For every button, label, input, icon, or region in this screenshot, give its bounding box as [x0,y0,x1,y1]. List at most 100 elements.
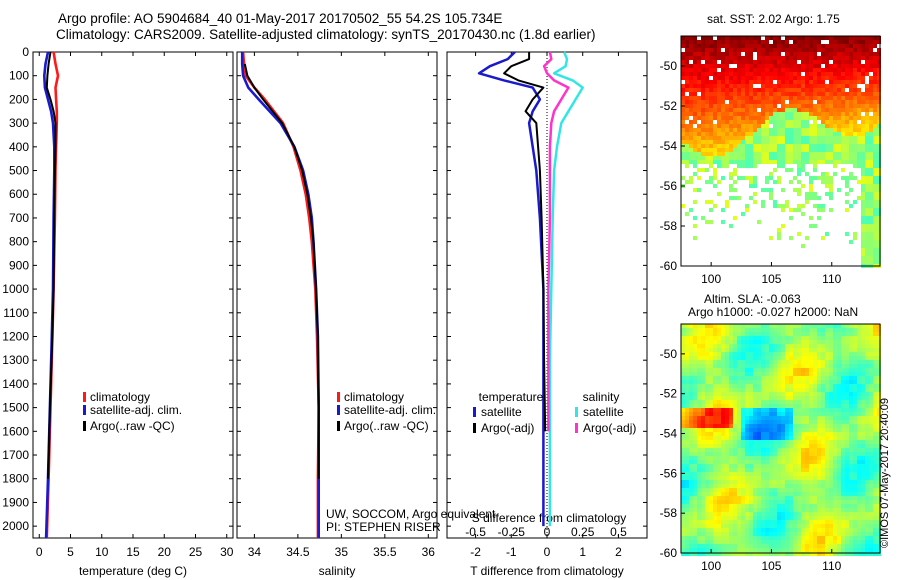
map-cell [749,432,753,436]
map-cell [821,76,825,80]
map-cell [689,412,693,416]
map-cell [833,472,837,476]
map-cell [785,88,789,92]
map-cell [697,64,701,68]
map-cell [689,100,693,104]
map-cell [705,124,709,128]
map-cell [757,128,761,132]
map-cell [865,220,869,224]
map-cell [701,136,705,140]
map-cell [825,488,829,492]
map-cell [745,492,749,496]
map-cell [737,460,741,464]
map-cell [685,340,689,344]
map-cell [777,432,781,436]
map-cell [829,488,833,492]
map-cell [849,116,853,120]
map-cell [757,544,761,548]
map-cell [861,352,865,356]
map-cell [721,120,725,124]
map-cell [817,504,821,508]
map-cell [701,40,705,44]
map-cell [681,488,685,492]
map-cell [789,424,793,428]
map-cell [777,100,781,104]
map-cell [721,56,725,60]
map-cell [833,404,837,408]
map-cell [729,80,733,84]
map-cell [725,472,729,476]
map-cell [821,476,825,480]
map-cell [857,408,861,412]
map-cell [805,404,809,408]
map-cell [761,360,765,364]
map-cell [781,444,785,448]
map-cell [769,428,773,432]
map-cell [773,416,777,420]
map-cell [709,144,713,148]
map-cell [801,528,805,532]
map-cell [821,504,825,508]
map-cell [705,336,709,340]
map-cell [705,120,709,124]
map-cell [869,512,873,516]
map-cell [713,492,717,496]
map-cell [777,372,781,376]
map-cell [765,84,769,88]
map-cell [733,124,737,128]
map-cell [813,464,817,468]
map-cell [825,468,829,472]
map-cell [753,456,757,460]
map-cell [841,124,845,128]
map-cell [697,324,701,328]
map-cell [741,336,745,340]
map-cell [825,136,829,140]
map-cell [817,384,821,388]
map-cell [877,352,881,356]
map-cell [729,416,733,420]
map-cell [761,416,765,420]
map-cell [849,512,853,516]
map-cell [845,328,849,332]
map-cell [693,120,697,124]
map-cell [857,140,861,144]
map-cell [781,544,785,548]
map-cell [857,480,861,484]
map-cell [793,104,797,108]
map-cell [721,544,725,548]
map-cell [785,380,789,384]
map-cell [689,428,693,432]
map-cell [817,332,821,336]
map-cell [689,56,693,60]
map-cell [773,100,777,104]
map-cell [773,384,777,388]
map-cell [817,140,821,144]
map-cell [685,64,689,68]
map-cell [849,504,853,508]
map-cell [837,468,841,472]
map-cell [781,348,785,352]
map-cell [757,64,761,68]
map-cell [709,88,713,92]
map-cell [873,372,877,376]
map-cell [837,436,841,440]
map-cell [833,440,837,444]
map-cell [757,500,761,504]
map-cell [853,348,857,352]
map-cell [733,460,737,464]
map-cell [737,352,741,356]
map-cell [793,420,797,424]
map-cell [845,136,849,140]
map-cell [769,456,773,460]
map-cell [857,196,861,200]
map-cell [801,212,805,216]
map-cell [705,328,709,332]
map-cell [805,56,809,60]
map-cell [745,496,749,500]
map-cell [741,520,745,524]
map-cell [733,400,737,404]
map-cell [793,504,797,508]
map-cell [813,356,817,360]
map-cell [817,552,821,556]
map-cell [717,104,721,108]
